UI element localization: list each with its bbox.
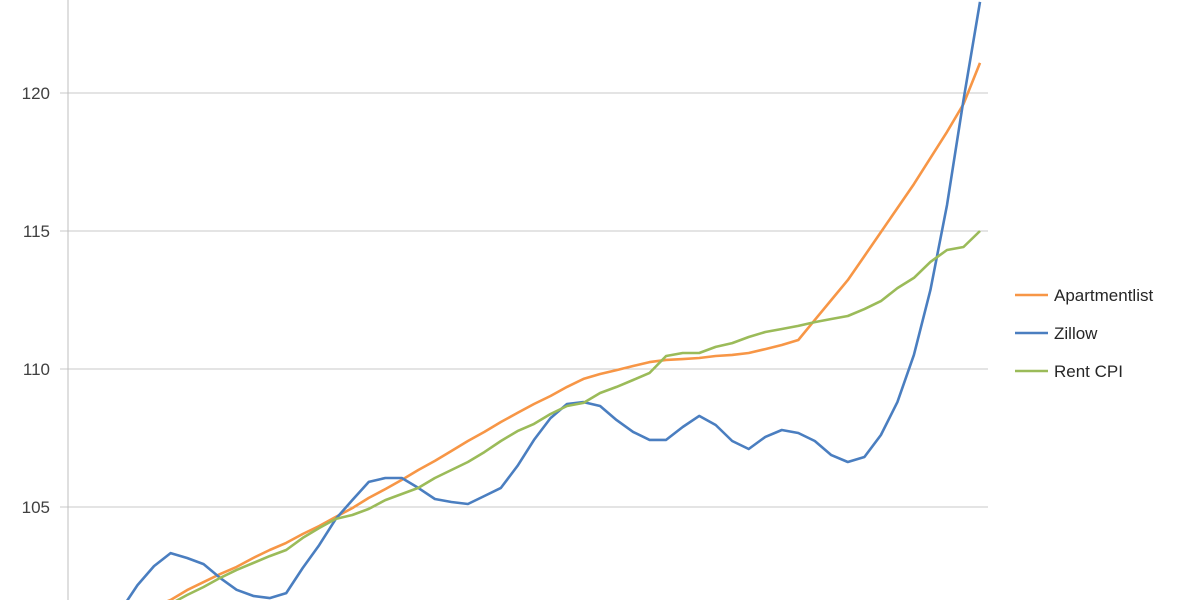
series-line-rent-cpi xyxy=(175,230,981,600)
legend-label: Apartmentlist xyxy=(1054,286,1153,305)
y-tick-label: 105 xyxy=(22,498,50,517)
series-line-zillow xyxy=(126,1,982,600)
legend: Apartmentlist Zillow Rent CPI xyxy=(1015,286,1153,381)
series-line-apartmentlist xyxy=(166,62,982,600)
gridlines xyxy=(60,92,988,508)
y-tick-label: 115 xyxy=(23,222,50,241)
y-tick-label: 120 xyxy=(22,84,50,103)
y-tick-label: 110 xyxy=(23,360,50,379)
legend-label: Rent CPI xyxy=(1054,362,1123,381)
legend-label: Zillow xyxy=(1054,324,1098,343)
y-tick-labels: 105 110 115 120 xyxy=(22,84,50,517)
series-lines xyxy=(126,1,982,600)
